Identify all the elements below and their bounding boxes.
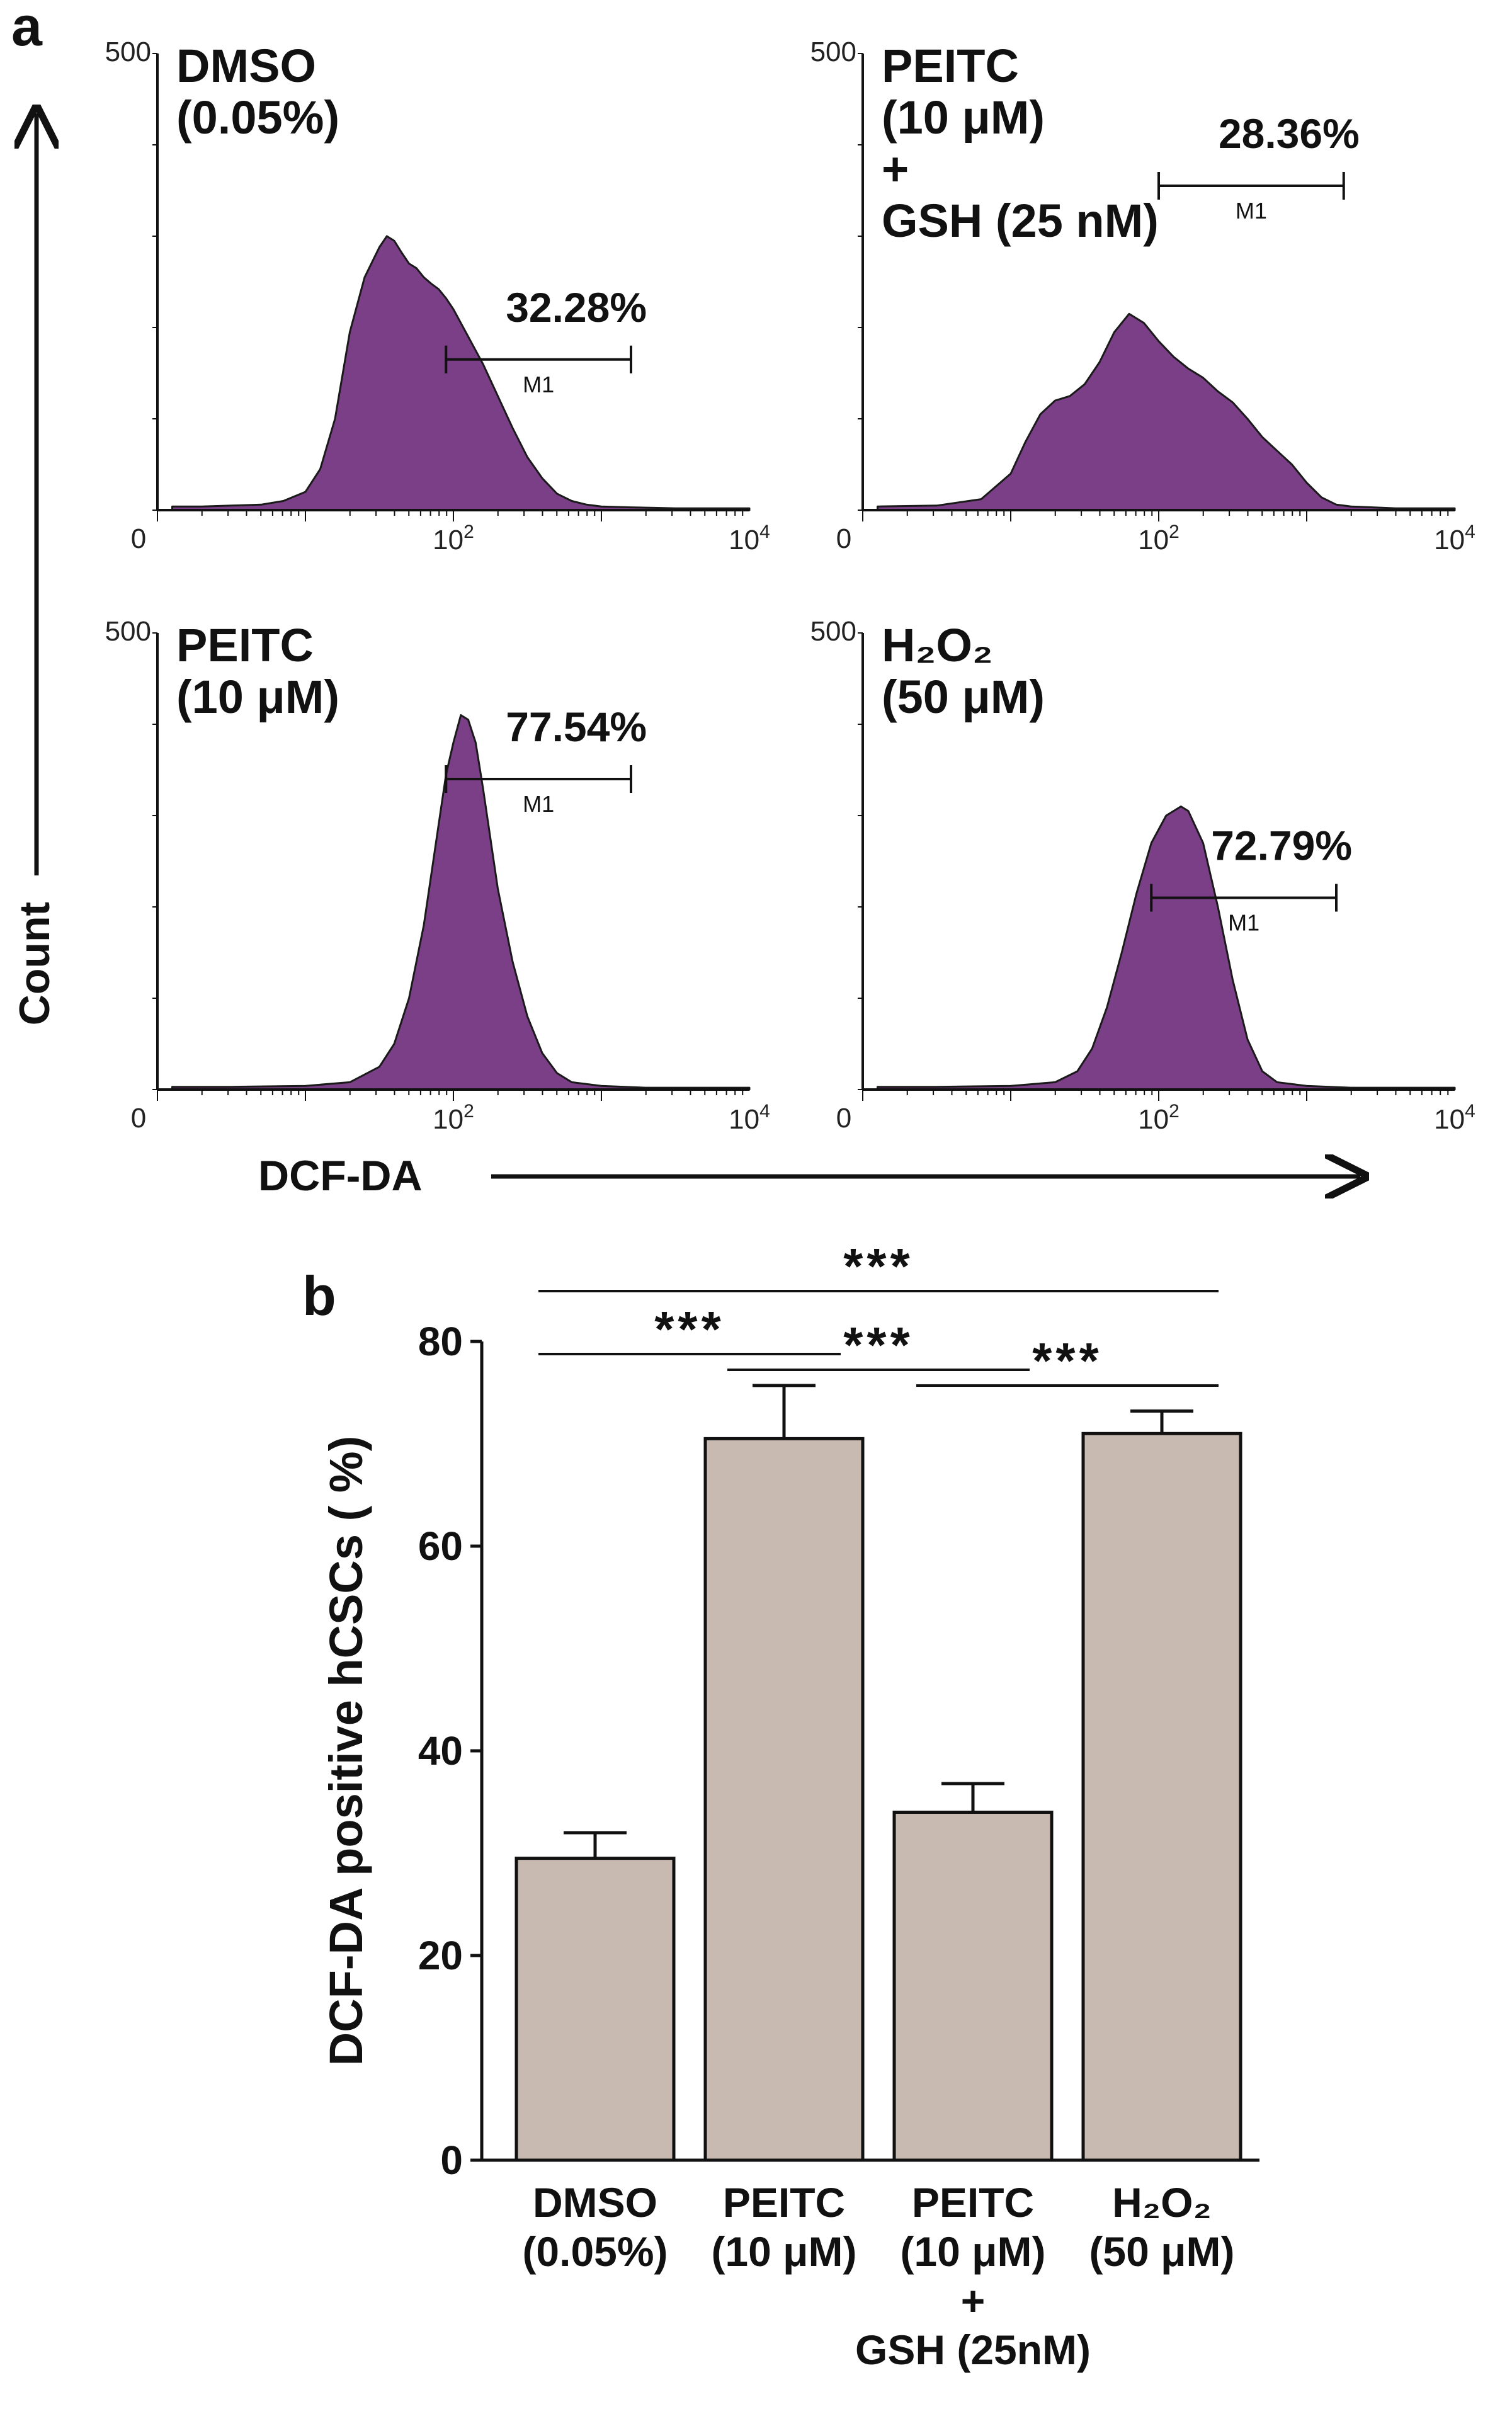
gate-percent: 72.79% [1211,823,1352,869]
sample-title-line: PEITC [176,619,314,671]
bar-y-tick-label: 40 [418,1728,463,1773]
significance-stars: *** [843,1238,913,1294]
bar [1081,1432,1242,2162]
bar-category-label: DMSO [533,2179,657,2226]
bar-y-axis-label: DCF-DA positive hCSCs ( %) [320,1436,372,2066]
significance-stars: *** [843,1317,913,1373]
sample-title-line: (0.05%) [176,91,339,144]
bar-y-tick-label: 60 [418,1523,463,1569]
significance-stars: *** [1032,1333,1102,1389]
x-tick-label: 102 [433,1101,474,1135]
bar-y-tick-label: 0 [440,2138,463,2183]
x-tick-label-base: 10 [1434,1104,1465,1135]
bar-category-label: GSH (25nM) [855,2326,1091,2373]
panel-b-label: b [302,1265,336,1327]
gate-percent: 28.36% [1219,110,1360,157]
gate-label: M1 [523,372,554,397]
histogram-area [877,806,1456,1091]
histogram-area [171,235,751,511]
panel-a-label: a [11,0,43,57]
bar-category-label: (0.05%) [522,2228,668,2275]
x-tick-label-base: 10 [1138,525,1169,555]
x-tick-label-exponent: 4 [759,1101,770,1122]
sample-title-line: GSH (25 nM) [882,195,1159,247]
x-tick-label-base: 10 [729,525,759,555]
x-tick-label-exponent: 2 [1169,1101,1179,1122]
sample-title-line: (10 μM) [176,671,339,723]
sample-title-line: (10 μM) [882,91,1045,144]
bar-category-label: (50 μM) [1089,2228,1234,2275]
x-tick-label-base: 10 [433,1104,463,1135]
x-tick-label: 104 [1434,521,1475,555]
x-tick-label: 104 [729,521,770,555]
count-axis-label: Count [11,902,59,1025]
y-max-label: 500 [810,37,856,67]
x-tick-label-zero: 0 [131,1103,146,1134]
y-max-label: 500 [105,616,151,647]
x-tick-label-zero: 0 [836,523,851,554]
gate-label: M1 [523,791,554,817]
bar-y-tick-label: 20 [418,1933,463,1978]
bar-category-label: (10 μM) [711,2228,856,2275]
x-tick-label-exponent: 4 [1465,521,1475,542]
x-tick-label: 102 [433,521,474,555]
bar-y-tick-label: 80 [418,1319,463,1364]
histogram-area [171,714,751,1091]
x-tick-label-base: 10 [729,1104,759,1135]
bar-category-label: (10 μM) [900,2228,1045,2275]
x-tick-label: 102 [1138,521,1179,555]
y-max-label: 500 [105,37,151,67]
bar-category-label: + [961,2277,986,2324]
x-tick-label-base: 10 [433,525,463,555]
x-tick-label-base: 10 [1434,525,1465,555]
gate-label: M1 [1228,910,1259,936]
x-tick-label-exponent: 2 [463,521,474,542]
x-tick-label-base: 10 [1138,1104,1169,1135]
x-tick-label-exponent: 2 [1169,521,1179,542]
significance-stars: *** [654,1301,724,1357]
bar [514,1857,676,2162]
sample-title-line: H₂O₂ [882,619,993,671]
gate-percent: 32.28% [506,284,647,331]
x-tick-label-zero: 0 [836,1103,851,1134]
x-tick-label: 104 [1434,1101,1475,1135]
gate-percent: 77.54% [506,703,647,750]
bar-category-label: H₂O₂ [1112,2179,1212,2226]
bar [892,1811,1054,2162]
bar [703,1437,865,2162]
x-tick-label-exponent: 2 [463,1101,474,1122]
x-tick-label: 104 [729,1101,770,1135]
sample-title-line: DMSO [176,40,316,92]
sample-title-line: + [882,143,909,195]
x-tick-label: 102 [1138,1101,1179,1135]
bar-category-label: PEITC [912,2179,1034,2226]
dcf-axis-label: DCF-DA [258,1152,423,1200]
x-tick-label-exponent: 4 [1465,1101,1475,1122]
gate-label: M1 [1236,198,1267,224]
sample-title-line: PEITC [882,40,1019,92]
sample-title-line: (50 μM) [882,671,1045,723]
bar-category-label: PEITC [723,2179,845,2226]
x-tick-label-zero: 0 [131,523,146,554]
y-max-label: 500 [810,616,856,647]
x-tick-label-exponent: 4 [759,521,770,542]
histogram-area [877,312,1456,511]
